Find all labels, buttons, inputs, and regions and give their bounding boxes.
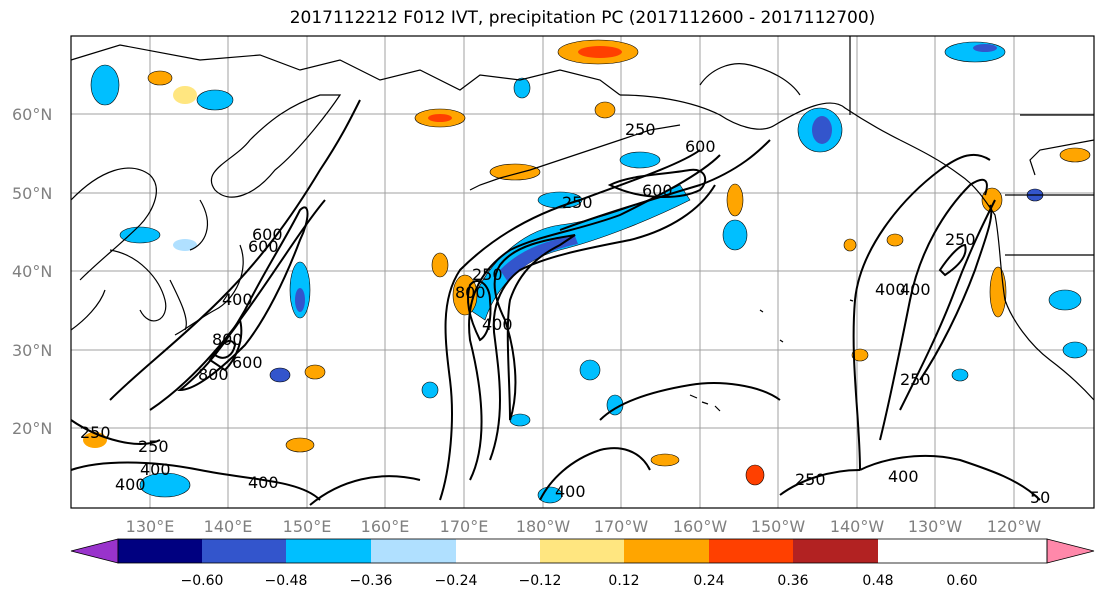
lon-label: 170°E	[440, 517, 489, 536]
contour-label: 800	[212, 330, 243, 349]
contour-label-group: 600 400 800 600 600 800 250 400 400 400 …	[80, 120, 1050, 507]
contour-label: 50	[1030, 488, 1050, 507]
colorbar-tick-label: −0.60	[181, 573, 224, 589]
contour-label: 400	[482, 315, 513, 334]
precip-shading	[83, 39, 1091, 504]
lon-label: 170°W	[594, 517, 649, 536]
colorbar-tick-label: 0.60	[946, 573, 977, 589]
lon-label: 120°W	[987, 517, 1042, 536]
contour-label: 400	[140, 460, 171, 479]
latitude-labels: 60°N 50°N 40°N 30°N 20°N	[12, 105, 52, 438]
colorbar-segment	[118, 539, 202, 563]
lat-label-60n: 60°N	[12, 105, 52, 124]
map-panel: 600 400 800 600 600 800 250 400 400 400 …	[70, 35, 1095, 509]
lon-label: 160°E	[361, 517, 410, 536]
contour-label: 400	[115, 475, 146, 494]
contour-label: 400	[888, 467, 919, 486]
contour-label: 400	[248, 473, 279, 492]
contour-label: 250	[945, 230, 976, 249]
colorbar-tick-label: −0.24	[435, 573, 478, 589]
contour-label: 600	[685, 137, 716, 156]
contour-label: 250	[80, 423, 111, 442]
colorbar-extend-left	[70, 538, 119, 564]
contour-label: 250	[562, 193, 593, 212]
contour-label: 250	[900, 370, 931, 389]
contour-label: 250	[795, 470, 826, 489]
colorbar-tick-label: −0.48	[265, 573, 308, 589]
colorbar-segment	[456, 539, 540, 563]
lon-label: 130°E	[126, 517, 175, 536]
lon-label: 150°W	[751, 517, 806, 536]
lon-label: 180°W	[516, 517, 571, 536]
colorbar-tick-label: −0.36	[350, 573, 393, 589]
contour-label: 400	[900, 280, 931, 299]
contour-label: 600	[232, 353, 263, 372]
contour-label: 250	[625, 120, 656, 139]
lat-label-50n: 50°N	[12, 184, 52, 203]
lat-label-20n: 20°N	[12, 419, 52, 438]
contour-label: 600	[252, 225, 283, 244]
coastlines	[70, 36, 1095, 412]
contour-label: 600	[248, 237, 279, 256]
colorbar-segment	[793, 539, 878, 563]
lon-label: 140°E	[204, 517, 253, 536]
contour-label: 250	[138, 437, 169, 456]
colorbar-segment	[286, 539, 371, 563]
contour-label: 400	[222, 290, 253, 309]
contour-label: 600	[642, 181, 673, 200]
colorbar-tick-label: 0.24	[693, 573, 724, 589]
colorbar: −0.60 −0.48 −0.36 −0.24 −0.12 0.12 0.24 …	[70, 538, 1095, 589]
lat-label-30n: 30°N	[12, 341, 52, 360]
lat-label-40n: 40°N	[12, 262, 52, 281]
colorbar-tick-label: −0.12	[519, 573, 562, 589]
lon-label: 140°W	[830, 517, 885, 536]
longitude-labels: 130°E 140°E 150°E 160°E 170°E 180°W 170°…	[126, 517, 1042, 536]
lon-label: 160°W	[673, 517, 728, 536]
colorbar-tick-label: 0.12	[608, 573, 639, 589]
contour-label: 400	[875, 280, 906, 299]
colorbar-tick-label: 0.36	[777, 573, 808, 589]
contour-label: 250	[472, 265, 503, 284]
colorbar-extend-right	[1046, 538, 1095, 564]
colorbar-segment	[540, 539, 624, 563]
colorbar-segment	[202, 539, 286, 563]
colorbar-segment	[624, 539, 709, 563]
lon-label: 150°E	[283, 517, 332, 536]
colorbar-segment	[371, 539, 456, 563]
contour-label: 800	[455, 283, 486, 302]
contour-label: 800	[198, 365, 229, 384]
contour-label: 400	[555, 482, 586, 501]
ivt-contours	[70, 99, 1041, 506]
lon-label: 130°W	[908, 517, 963, 536]
page-title: 2017112212 F012 IVT, precipitation PC (2…	[289, 8, 876, 28]
colorbar-tick-label: 0.48	[862, 573, 893, 589]
colorbar-segment	[709, 539, 793, 563]
